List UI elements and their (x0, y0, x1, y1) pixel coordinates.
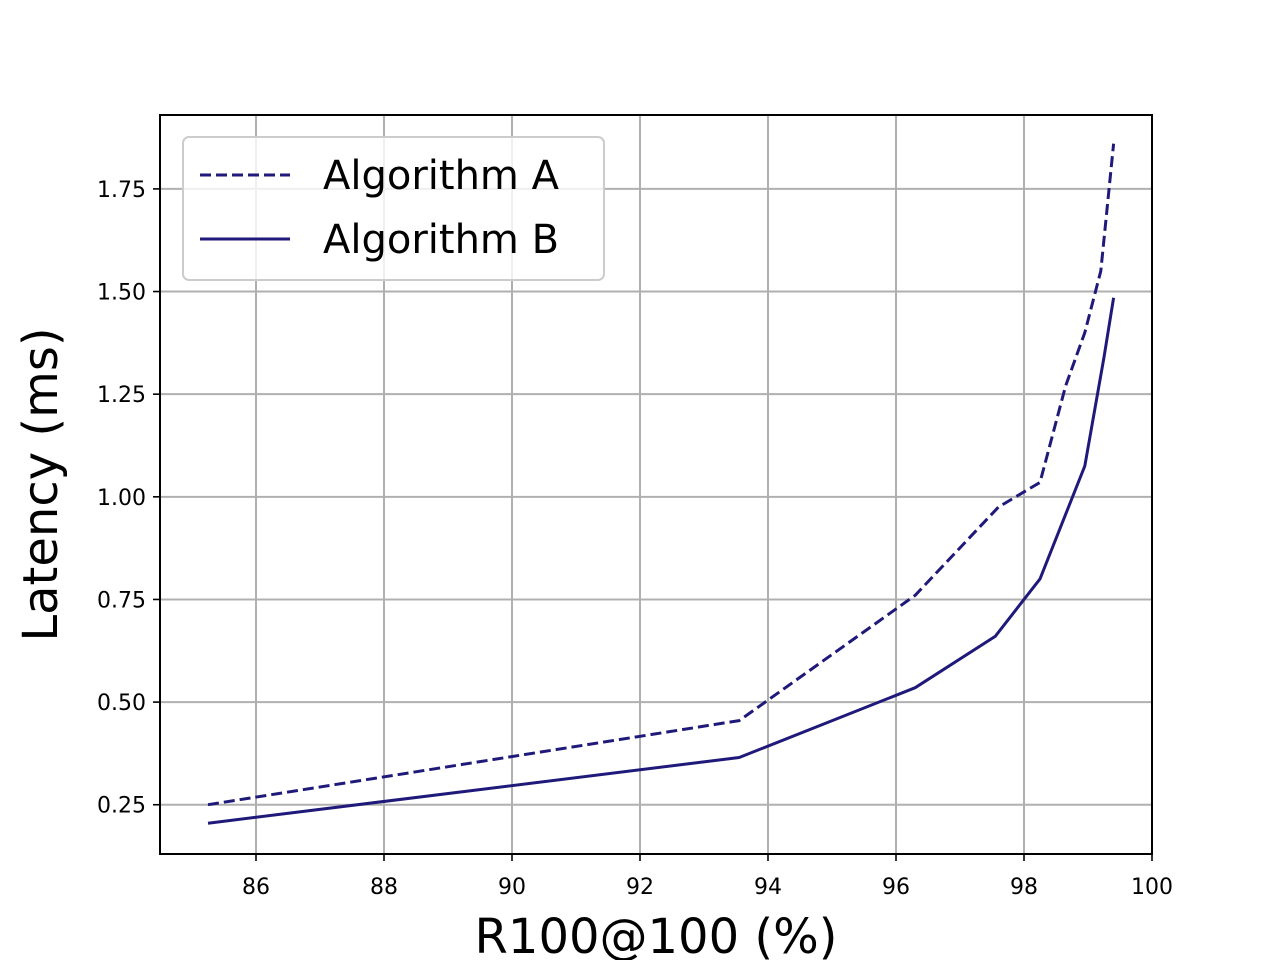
series-line-algorithm-a (207, 143, 1116, 807)
legend: Algorithm A Algorithm B (182, 136, 605, 281)
x-tick-label: 90 (498, 875, 526, 900)
series-line-algorithm-b (207, 297, 1116, 825)
y-tick-label: 1.50 (97, 281, 146, 306)
x-tick-label: 100 (1131, 875, 1173, 900)
legend-label: Algorithm A (323, 153, 560, 199)
y-tick-label: 0.75 (97, 588, 146, 613)
y-tick-label: 0.25 (97, 794, 146, 819)
plot-frame (159, 114, 1153, 855)
y-tick-label: 0.50 (97, 691, 146, 716)
x-tick-label: 92 (626, 875, 654, 900)
x-tick-label: 98 (1010, 875, 1038, 900)
x-tick-label: 86 (242, 875, 270, 900)
x-axis-label: R100@100 (%) (475, 909, 838, 960)
grid (160, 115, 1153, 854)
x-tick-label: 96 (882, 875, 910, 900)
series-lines (207, 143, 1116, 825)
y-axis-label: Latency (ms) (13, 327, 69, 641)
x-tick-label: 94 (754, 875, 782, 900)
axis-ticks: 86 88 90 92 94 96 98 100 0.25 0.50 0.75 1.00 1.25 1.5… (97, 178, 1173, 900)
y-tick-label: 1.00 (97, 486, 146, 511)
x-tick-label: 88 (370, 875, 398, 900)
legend-label: Algorithm B (323, 217, 559, 263)
y-tick-label: 1.25 (97, 383, 146, 408)
y-tick-label: 1.75 (97, 178, 146, 203)
legend-box (182, 136, 605, 281)
